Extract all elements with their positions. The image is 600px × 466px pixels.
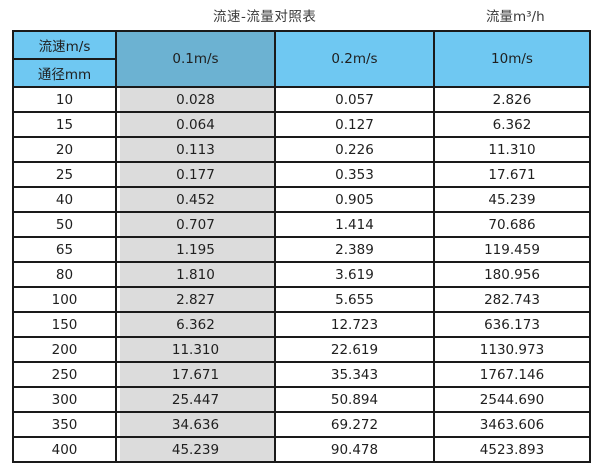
header-col-10ms: 10m/s [433,30,591,88]
table-row: 100 2.827 5.655 282.743 [12,286,591,313]
flow-cell-10ms: 119.459 [433,236,591,263]
flow-cell-0.1ms: 0.452 [115,186,276,213]
diameter-cell: 65 [12,236,117,263]
flow-cell-10ms: 70.686 [433,211,591,238]
flow-cell-0.1ms: 1.195 [115,236,276,263]
flow-cell-10ms: 4523.893 [433,436,591,463]
flow-cell-0.2ms: 3.619 [274,261,435,288]
diameter-cell: 100 [12,286,117,313]
diameter-cell: 150 [12,311,117,338]
table-row: 250 17.671 35.343 1767.146 [12,361,591,388]
flow-cell-10ms: 2.826 [433,86,591,113]
diameter-cell: 25 [12,161,117,188]
diameter-cell: 400 [12,436,117,463]
flow-cell-0.1ms: 1.810 [115,261,276,288]
table-row: 25 0.177 0.353 17.671 [12,161,591,188]
flow-cell-0.2ms: 22.619 [274,336,435,363]
flow-cell-0.2ms: 0.057 [274,86,435,113]
flow-cell-10ms: 1767.146 [433,361,591,388]
header-row-bottom: 通径mm [12,58,590,88]
table-row: 50 0.707 1.414 70.686 [12,211,591,238]
flow-cell-0.2ms: 0.226 [274,136,435,163]
flow-cell-0.1ms: 0.064 [115,111,276,138]
flow-cell-10ms: 180.956 [433,261,591,288]
header-velocity-label: 流速m/s [12,30,117,60]
diameter-cell: 200 [12,336,117,363]
header-col-0.1ms: 0.1m/s [115,30,276,88]
flow-cell-0.2ms: 0.127 [274,111,435,138]
flow-cell-0.2ms: 35.343 [274,361,435,388]
flow-cell-10ms: 636.173 [433,311,591,338]
flow-cell-0.1ms: 0.113 [115,136,276,163]
flow-cell-10ms: 6.362 [433,111,591,138]
flow-cell-0.2ms: 5.655 [274,286,435,313]
flow-cell-0.2ms: 2.389 [274,236,435,263]
diameter-cell: 50 [12,211,117,238]
flow-cell-0.2ms: 1.414 [274,211,435,238]
flow-cell-10ms: 282.743 [433,286,591,313]
diameter-cell: 20 [12,136,117,163]
flow-cell-0.1ms: 45.239 [115,436,276,463]
table-row: 40 0.452 0.905 45.239 [12,186,591,213]
flow-cell-0.2ms: 90.478 [274,436,435,463]
flow-cell-10ms: 1130.973 [433,336,591,363]
header-col-0.2ms: 0.2m/s [274,30,435,88]
flow-cell-0.1ms: 34.636 [115,411,276,438]
diameter-cell: 80 [12,261,117,288]
flow-cell-0.1ms: 0.707 [115,211,276,238]
flow-cell-0.2ms: 12.723 [274,311,435,338]
flow-cell-0.2ms: 0.353 [274,161,435,188]
flow-cell-10ms: 11.310 [433,136,591,163]
header-diameter-label: 通径mm [12,58,117,88]
table-row: 300 25.447 50.894 2544.690 [12,386,591,413]
diameter-cell: 10 [12,86,117,113]
table-row: 350 34.636 69.272 3463.606 [12,411,591,438]
diameter-cell: 15 [12,111,117,138]
table-row: 20 0.113 0.226 11.310 [12,136,591,163]
table-row: 150 6.362 12.723 636.173 [12,311,591,338]
flow-cell-0.1ms: 0.028 [115,86,276,113]
flow-cell-0.2ms: 69.272 [274,411,435,438]
flow-cell-0.1ms: 25.447 [115,386,276,413]
flow-cell-0.1ms: 2.827 [115,286,276,313]
flow-cell-0.1ms: 17.671 [115,361,276,388]
diameter-cell: 350 [12,411,117,438]
table-row: 10 0.028 0.057 2.826 [12,86,591,113]
flow-cell-10ms: 45.239 [433,186,591,213]
flow-cell-10ms: 2544.690 [433,386,591,413]
flow-rate-table: 流速m/s 0.1m/s 0.2m/s 10m/s 通径mm 10 0.028 … [12,30,591,463]
flow-cell-10ms: 3463.606 [433,411,591,438]
header-row-top: 流速m/s 0.1m/s 0.2m/s 10m/s [12,30,591,88]
table-row: 400 45.239 90.478 4523.893 [12,436,591,463]
flow-cell-0.1ms: 0.177 [115,161,276,188]
flow-cell-10ms: 17.671 [433,161,591,188]
diameter-cell: 300 [12,386,117,413]
flow-cell-0.1ms: 6.362 [115,311,276,338]
flow-cell-0.2ms: 50.894 [274,386,435,413]
flow-cell-0.1ms: 11.310 [115,336,276,363]
table-row: 80 1.810 3.619 180.956 [12,261,591,288]
diameter-cell: 250 [12,361,117,388]
table-row: 200 11.310 22.619 1130.973 [12,336,591,363]
page-title: 流速-流量对照表 [213,9,317,25]
table-row: 15 0.064 0.127 6.362 [12,111,591,138]
diameter-cell: 40 [12,186,117,213]
table-row: 65 1.195 2.389 119.459 [12,236,591,263]
flow-cell-0.2ms: 0.905 [274,186,435,213]
flow-unit-label: 流量m³/h [486,9,545,25]
